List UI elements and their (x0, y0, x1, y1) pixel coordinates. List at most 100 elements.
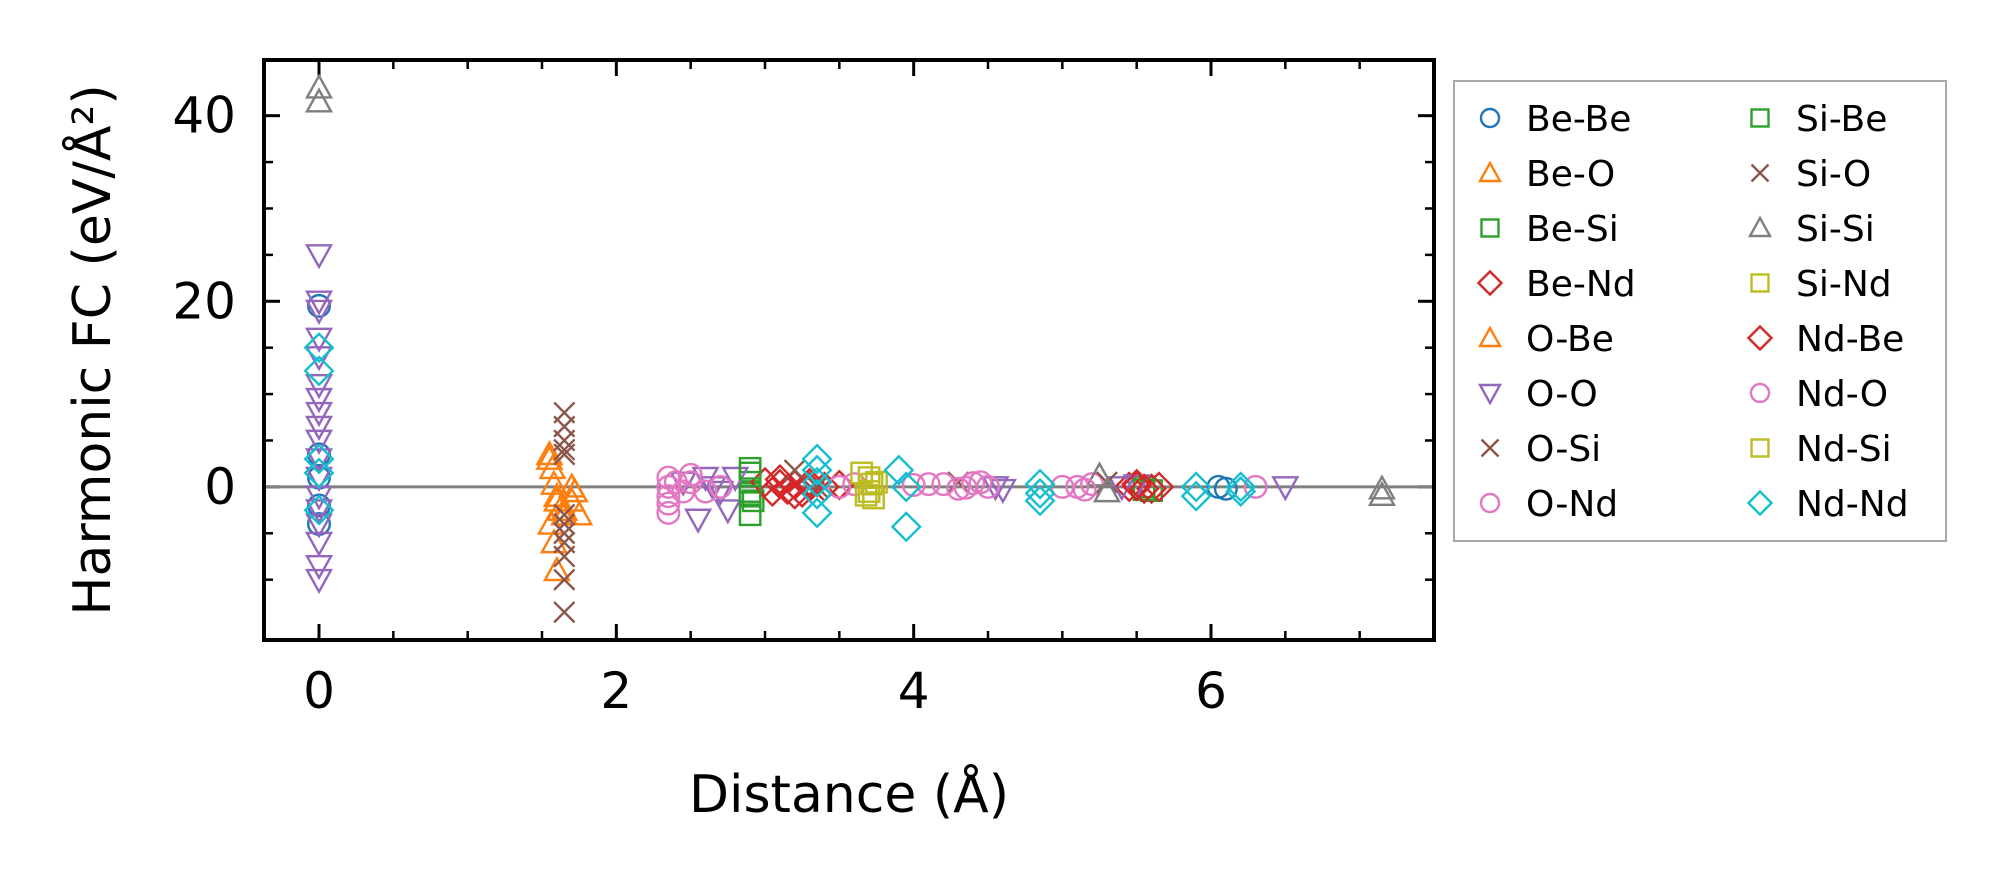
y-tick-label: 20 (172, 272, 236, 330)
legend-marker-be-o (1477, 160, 1503, 183)
data-point-o-o (304, 387, 334, 414)
y-tick-label: 40 (172, 87, 236, 145)
legend-box (1453, 80, 1947, 542)
data-point-o-nd (656, 491, 681, 516)
data-point-nd-o (1072, 477, 1097, 502)
legend-label: Si-Nd (1796, 264, 1892, 305)
data-point-o-be (557, 472, 586, 498)
data-point-nd-nd (801, 478, 833, 510)
data-point-o-o (304, 429, 334, 455)
data-point-o-o (304, 415, 334, 442)
legend-label: Si-Be (1796, 99, 1887, 140)
y-axis-title: Harmonic FC (eV/Å²) (61, 84, 123, 615)
legend-label: O-O (1526, 374, 1598, 415)
data-point-o-o (1107, 476, 1136, 502)
data-point-o-si (553, 601, 576, 624)
legend-item-o-o: O-O (1477, 374, 1598, 415)
legend-label: Si-O (1796, 154, 1871, 195)
data-point-o-o (304, 568, 334, 595)
legend-label: Nd-O (1796, 374, 1888, 415)
legend-marker-nd-si (1750, 438, 1770, 458)
legend-label: Nd-Be (1796, 319, 1904, 360)
data-point-si-o (553, 438, 576, 461)
data-point-o-o (1122, 474, 1151, 500)
data-point-nd-nd (801, 466, 833, 498)
legend-item-si-si: Si-Si (1747, 209, 1875, 250)
data-point-nd-nd (303, 457, 335, 489)
data-point-o-si (553, 443, 576, 466)
legend-marker-be-nd (1476, 269, 1504, 297)
data-point-o-nd (946, 476, 971, 501)
data-point-nd-nd (303, 443, 335, 475)
data-point-o-si (553, 568, 576, 591)
data-point-o-o (713, 499, 742, 525)
data-point-be-si (741, 489, 765, 513)
data-point-o-o (304, 448, 334, 474)
legend-marker-nd-be (1746, 324, 1774, 352)
data-point-nd-nd (883, 454, 915, 486)
x-axis-label: Distance (Å) (689, 763, 1009, 825)
legend-marker-o-si (1480, 438, 1500, 458)
data-point-nd-be (1128, 473, 1160, 505)
data-point-o-o (304, 466, 334, 493)
legend-label: Be-Be (1526, 99, 1631, 140)
data-point-nd-nd (890, 471, 922, 503)
legend-label: Be-Si (1526, 209, 1619, 250)
data-point-si-si (304, 87, 334, 113)
data-point-nd-o (953, 475, 978, 500)
data-point-o-nd (1243, 474, 1268, 499)
data-point-o-o (304, 401, 334, 428)
data-point-nd-o (678, 462, 703, 487)
legend-item-si-nd: Si-Nd (1750, 264, 1892, 305)
data-point-o-o (304, 374, 334, 400)
x-tick-label: 0 (303, 662, 335, 720)
data-point-o-o (304, 554, 334, 581)
data-point-o-o (304, 346, 334, 372)
data-point-o-nd (708, 474, 733, 499)
legend-item-si-o: Si-O (1750, 154, 1871, 195)
legend-label: O-Nd (1526, 484, 1618, 525)
legend-item-be-be: Be-Be (1479, 99, 1631, 140)
x-tick-label: 6 (1195, 662, 1227, 720)
data-point-o-o (304, 513, 334, 539)
data-point-si-nd (862, 486, 885, 510)
legend-item-nd-o: Nd-O (1749, 374, 1888, 415)
data-point-be-be (307, 293, 332, 318)
data-point-be-o (538, 453, 567, 480)
legend-label: O-Si (1526, 429, 1601, 470)
data-point-si-o (1095, 471, 1118, 494)
series-nd-si (850, 461, 888, 507)
data-point-o-o (304, 290, 334, 316)
legend-marker-o-be (1477, 325, 1503, 348)
legend-marker-nd-nd (1746, 489, 1774, 517)
data-point-si-o (553, 512, 576, 536)
legend-item-be-nd: Be-Nd (1476, 264, 1636, 305)
legend-marker-si-si (1747, 215, 1773, 238)
data-point-si-si (1092, 477, 1121, 503)
y-tick-label: 0 (204, 458, 236, 516)
data-point-si-be (738, 484, 762, 508)
data-point-nd-nd (1024, 477, 1056, 509)
data-point-si-o (553, 531, 576, 554)
data-point-nd-o (671, 479, 696, 504)
data-point-be-nd (764, 468, 796, 500)
data-point-be-o (542, 555, 571, 582)
legend-item-be-o: Be-O (1477, 154, 1615, 195)
legend-item-nd-nd: Nd-Nd (1746, 484, 1909, 525)
data-point-nd-nd (890, 511, 922, 543)
data-point-nd-nd (1024, 485, 1056, 517)
data-point-o-o (698, 476, 728, 502)
series-o-o (304, 244, 1300, 595)
legend-item-nd-si: Nd-Si (1750, 429, 1892, 470)
series-o-nd (656, 465, 1268, 525)
legend-item-nd-be: Nd-Be (1746, 319, 1904, 360)
x-tick-label: 4 (898, 662, 930, 720)
legend-item-o-si: O-Si (1480, 429, 1601, 470)
legend-label: O-Be (1526, 319, 1614, 360)
data-markers (303, 73, 1397, 624)
legend-marker-be-be (1479, 107, 1501, 129)
data-point-o-nd (1080, 472, 1105, 497)
data-point-nd-nd (303, 332, 335, 364)
data-point-be-be (1213, 476, 1238, 501)
